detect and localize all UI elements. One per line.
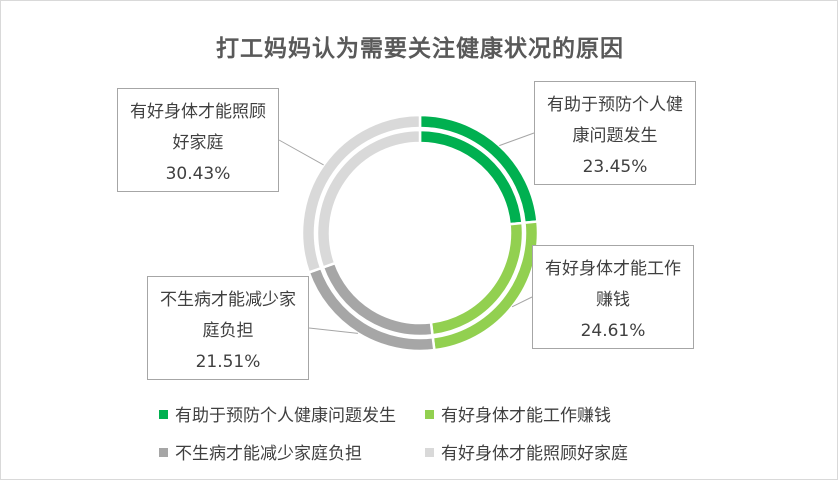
- legend-item-4: 有好身体才能照顾好家庭: [425, 439, 628, 464]
- donut-slice-4-inner: [315, 128, 422, 270]
- callout-slice-4-line-2: 好家庭: [172, 133, 224, 153]
- callout-slice-2-value: 24.61%: [580, 321, 646, 341]
- donut-slice-4-outer: [300, 113, 422, 275]
- callout-slice-3: 不生病才能减少家 庭负担 21.51%: [147, 276, 309, 380]
- legend-label-1: 有助于预防个人健康问题发生: [175, 406, 396, 426]
- legend-label-2: 有好身体才能工作赚钱: [441, 406, 611, 426]
- leader-line-1: [499, 132, 535, 147]
- callout-slice-1-value: 23.45%: [582, 157, 648, 177]
- donut-slice-2-inner: [429, 221, 525, 337]
- leader-line-2: [511, 296, 533, 308]
- legend-swatch-2: [425, 410, 434, 419]
- callout-slice-2-line-2: 赚钱: [596, 290, 630, 310]
- legend-label-4: 有好身体才能照顾好家庭: [441, 444, 628, 464]
- callout-slice-3-line-1: 不生病才能减少家: [160, 290, 296, 310]
- legend-item-3: 不生病才能减少家庭负担: [159, 439, 362, 464]
- legend-item-1: 有助于预防个人健康问题发生: [159, 401, 396, 426]
- chart-title: 打工妈妈认为需要关注健康状况的原因: [216, 36, 624, 62]
- leader-line-3: [308, 327, 358, 334]
- callout-slice-4-value: 30.43%: [165, 164, 231, 184]
- legend-swatch-4: [425, 448, 434, 457]
- leader-line-4: [278, 139, 324, 166]
- callout-slice-2-line-1: 有好身体才能工作: [545, 259, 681, 279]
- callout-slice-1: 有助于预防个人健 康问题发生 23.45%: [534, 81, 696, 185]
- legend-label-3: 不生病才能减少家庭负担: [175, 444, 362, 464]
- callout-slice-2: 有好身体才能工作 赚钱 24.61%: [532, 245, 694, 349]
- callout-slice-1-line-1: 有助于预防个人健: [547, 95, 683, 115]
- legend-swatch-3: [159, 448, 168, 457]
- legend-swatch-1: [159, 410, 168, 419]
- callout-slice-4-line-1: 有好身体才能照顾: [130, 102, 266, 122]
- callout-slice-3-value: 21.51%: [195, 352, 261, 372]
- donut-slice-1-inner: [418, 128, 524, 226]
- callout-slice-3-line-2: 庭负担: [202, 321, 254, 341]
- callout-slice-4: 有好身体才能照顾 好家庭 30.43%: [117, 88, 279, 192]
- callout-slice-1-line-2: 康问题发生: [572, 126, 658, 146]
- legend-item-2: 有好身体才能工作赚钱: [425, 401, 611, 426]
